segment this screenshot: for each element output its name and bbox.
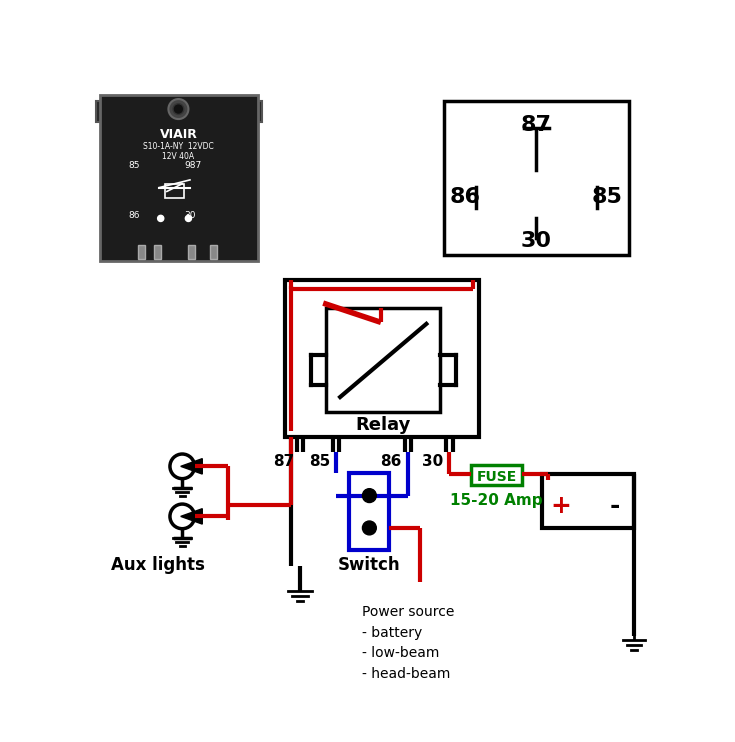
Text: -: - — [610, 494, 620, 519]
Polygon shape — [181, 509, 202, 524]
Circle shape — [185, 215, 192, 221]
Bar — [210, 246, 217, 259]
Text: VIAIR: VIAIR — [159, 128, 198, 140]
Text: 85: 85 — [309, 454, 330, 469]
Bar — [326, 309, 440, 413]
Bar — [138, 246, 146, 259]
Text: Switch: Switch — [338, 556, 401, 574]
Text: 15-20 Amp: 15-20 Amp — [450, 493, 542, 508]
Bar — [188, 246, 196, 259]
Bar — [154, 246, 161, 259]
Bar — [284, 280, 478, 437]
Circle shape — [362, 489, 376, 502]
Text: 30: 30 — [184, 211, 196, 220]
Text: Power source
- battery
- low-beam
- head-beam: Power source - battery - low-beam - head… — [362, 605, 454, 680]
Bar — [349, 473, 390, 550]
Bar — [96, 101, 262, 122]
Bar — [100, 95, 258, 260]
Text: 12V 40A: 12V 40A — [162, 152, 195, 161]
Text: 30: 30 — [422, 454, 443, 469]
Text: Relay: Relay — [356, 416, 411, 434]
Bar — [542, 474, 634, 528]
Circle shape — [173, 104, 184, 114]
Text: 86: 86 — [450, 187, 481, 207]
Text: 87: 87 — [273, 454, 294, 469]
Text: Aux lights: Aux lights — [111, 556, 204, 574]
Polygon shape — [181, 459, 202, 474]
Bar — [444, 101, 629, 255]
Text: 86: 86 — [380, 454, 402, 469]
Bar — [471, 464, 522, 485]
Text: 30: 30 — [521, 231, 552, 251]
Text: 86: 86 — [129, 211, 140, 220]
Text: 85: 85 — [129, 161, 140, 171]
Text: +: + — [551, 494, 572, 519]
Circle shape — [168, 99, 188, 119]
Circle shape — [157, 215, 164, 221]
Text: FUSE: FUSE — [476, 470, 517, 484]
Bar — [165, 184, 184, 197]
Text: 87: 87 — [521, 115, 552, 135]
Text: S10-1A-NY  12VDC: S10-1A-NY 12VDC — [143, 142, 214, 151]
Circle shape — [362, 521, 376, 535]
Text: 85: 85 — [592, 187, 623, 207]
Text: 987: 987 — [184, 161, 202, 171]
